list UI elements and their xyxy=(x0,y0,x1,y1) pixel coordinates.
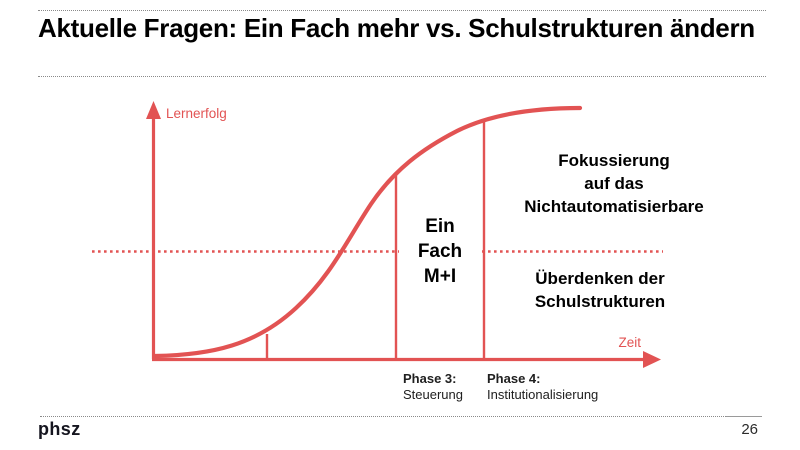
phase4-subtitle: Institutionalisierung xyxy=(487,386,599,402)
annotation-ueberdenken-line1: Überdenken der xyxy=(535,269,665,288)
footer-rule-end xyxy=(726,416,762,417)
header-rule-top xyxy=(38,10,766,11)
annotation-fokussierung-line3: Nichtautomatisierbare xyxy=(524,197,704,216)
annotation-fokussierung-line2: auf das xyxy=(584,174,644,193)
y-axis-arrow-icon xyxy=(146,101,161,119)
learning-curve xyxy=(152,105,583,359)
phase3-label: Phase 3: Steuerung xyxy=(403,371,463,402)
phase4-title: Phase 4: xyxy=(487,371,541,386)
annotation-fokussierung: Fokussierung auf das Nichtautomatisierba… xyxy=(494,149,734,218)
x-axis-label: Zeit xyxy=(618,335,641,350)
annotation-ein-fach-line3: M+I xyxy=(423,266,457,287)
header-rule-bottom xyxy=(38,76,766,77)
phsz-logo: phsz xyxy=(38,419,81,439)
y-axis-label: Lernerfolg xyxy=(166,106,227,121)
phase3-subtitle: Steuerung xyxy=(403,386,463,402)
x-axis-arrow-icon xyxy=(643,351,661,368)
annotation-ueberdenken-line2: Schulstrukturen xyxy=(534,292,666,311)
page-title: Aktuelle Fragen: Ein Fach mehr vs. Schul… xyxy=(38,13,755,43)
phase4-label: Phase 4: Institutionalisierung xyxy=(487,371,598,402)
phase3-title: Phase 3: xyxy=(403,371,457,386)
footer-rule xyxy=(40,416,762,417)
annotation-ueberdenken: Überdenken der Schulstrukturen xyxy=(480,267,720,313)
annotation-ein-fach-line2: Fach xyxy=(417,241,463,262)
annotation-fokussierung-line1: Fokussierung xyxy=(558,151,670,170)
annotation-ein-fach: Ein Fach M+I xyxy=(399,212,481,291)
annotation-ein-fach-line1: Ein xyxy=(425,216,455,237)
page-number: 26 xyxy=(741,421,758,438)
